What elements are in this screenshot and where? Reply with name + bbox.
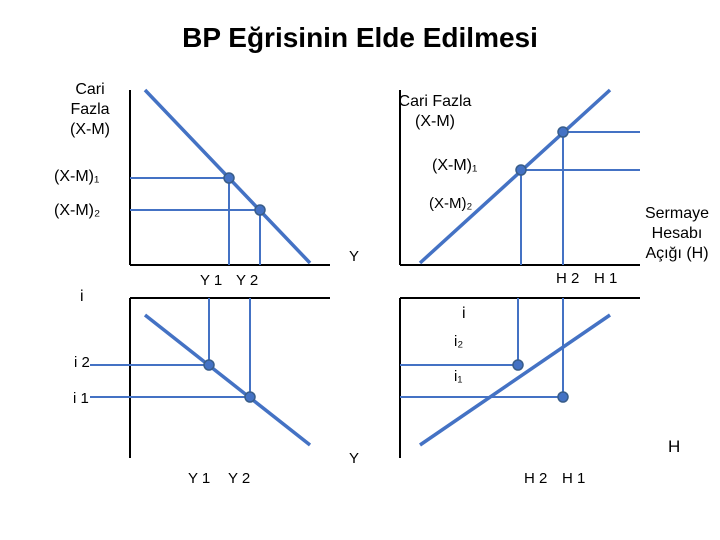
label-Y1_bot: Y 1: [188, 470, 210, 487]
label-xm2_l: (X-M)₂: [54, 202, 100, 220]
label-i1_r: i₁: [454, 368, 462, 385]
label-H2_top: H 2: [556, 270, 579, 287]
label-Y2_bot: Y 2: [228, 470, 250, 487]
label-i2_r: i₂: [454, 333, 463, 350]
label-Y1_top_l: Y 1: [200, 272, 222, 289]
label-i1_l: i 1: [73, 390, 89, 407]
label-xm1_l: (X-M)₁: [54, 168, 99, 186]
label-i_r: i: [462, 305, 466, 323]
label-Y2_top_l: Y 2: [236, 272, 258, 289]
label-H2_bot: H 2: [524, 470, 547, 487]
label-xm1_r: (X-M)₁: [432, 157, 477, 175]
label-ul_title: CariFazla(X-M): [55, 80, 125, 140]
label-Y_top: Y: [349, 248, 359, 265]
label-H1_bot: H 1: [562, 470, 585, 487]
label-right_title: SermayeHesabıAçığı (H): [634, 204, 720, 264]
label-i2_l: i 2: [74, 354, 90, 371]
label-H1_top: H 1: [594, 270, 617, 287]
label-Y_bot: Y: [349, 450, 359, 467]
label-xm2_r: (X-M)₂: [429, 195, 472, 212]
label-ur_title: Cari Fazla(X-M): [375, 92, 495, 132]
label-i_l: i: [80, 288, 84, 306]
label-H_r: H: [668, 437, 680, 457]
